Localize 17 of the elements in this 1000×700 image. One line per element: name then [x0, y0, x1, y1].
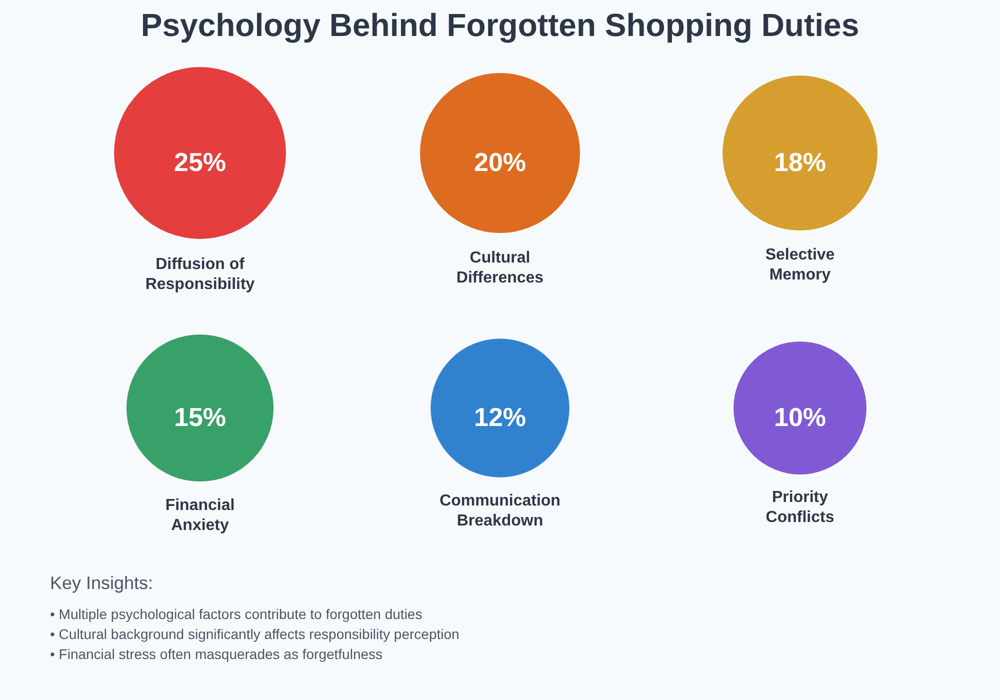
category-label: Financial Anxiety — [165, 496, 235, 534]
category-label: Priority Conflicts — [766, 489, 834, 526]
data-label: 20% — [474, 147, 526, 177]
data-label: 25% — [174, 147, 226, 177]
text: • Multiple psychological factors contribute to forgotten duties — [50, 605, 424, 624]
text: • Cultural background significantly affects responsibility perception — [50, 625, 460, 644]
category-label: Cultural Differences — [456, 249, 544, 286]
category-label: Selective Memory — [765, 246, 835, 284]
data-label: 15% — [174, 402, 226, 432]
category-label: Communication Breakdown — [440, 492, 560, 530]
text: • Financial stress often masquerades as forgetfulness — [50, 645, 384, 664]
text: Key Insights: — [50, 573, 154, 594]
text: Psychology Behind Forgotten Shopping Duties — [140, 7, 860, 43]
data-label: 12% — [474, 402, 526, 432]
data-label: 10% — [774, 402, 826, 432]
data-label: 18% — [774, 147, 826, 177]
category-label: Diffusion of Responsibility — [145, 256, 255, 293]
